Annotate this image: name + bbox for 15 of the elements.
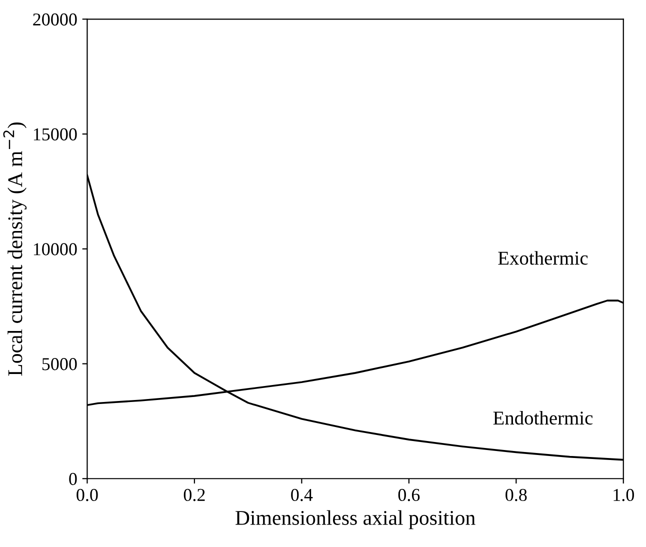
x-tick-label: 0.6 — [398, 488, 420, 502]
y-tick-label: 5000 — [42, 358, 77, 370]
text: Exothermic — [498, 251, 588, 265]
series-label: Endothermic — [493, 410, 593, 425]
y-tick-label: 0 — [69, 472, 77, 486]
x-tick-label: 0.4 — [291, 488, 313, 502]
x-tick-label: 0.8 — [506, 488, 527, 502]
y-tick-label: 15000 — [34, 128, 77, 140]
x-tick-label: 0.2 — [184, 488, 205, 502]
x-tick-label: 1.0 — [614, 488, 634, 502]
y-tick-label: 20000 — [33, 13, 77, 26]
x-axis-title: Dimensionless axial position — [236, 510, 476, 530]
y-axis-title: Local current density (A m$^{−2}$) — [3, 122, 27, 376]
y-tick-label: 10000 — [34, 243, 77, 256]
x-tick-label: 0.0 — [76, 488, 98, 502]
